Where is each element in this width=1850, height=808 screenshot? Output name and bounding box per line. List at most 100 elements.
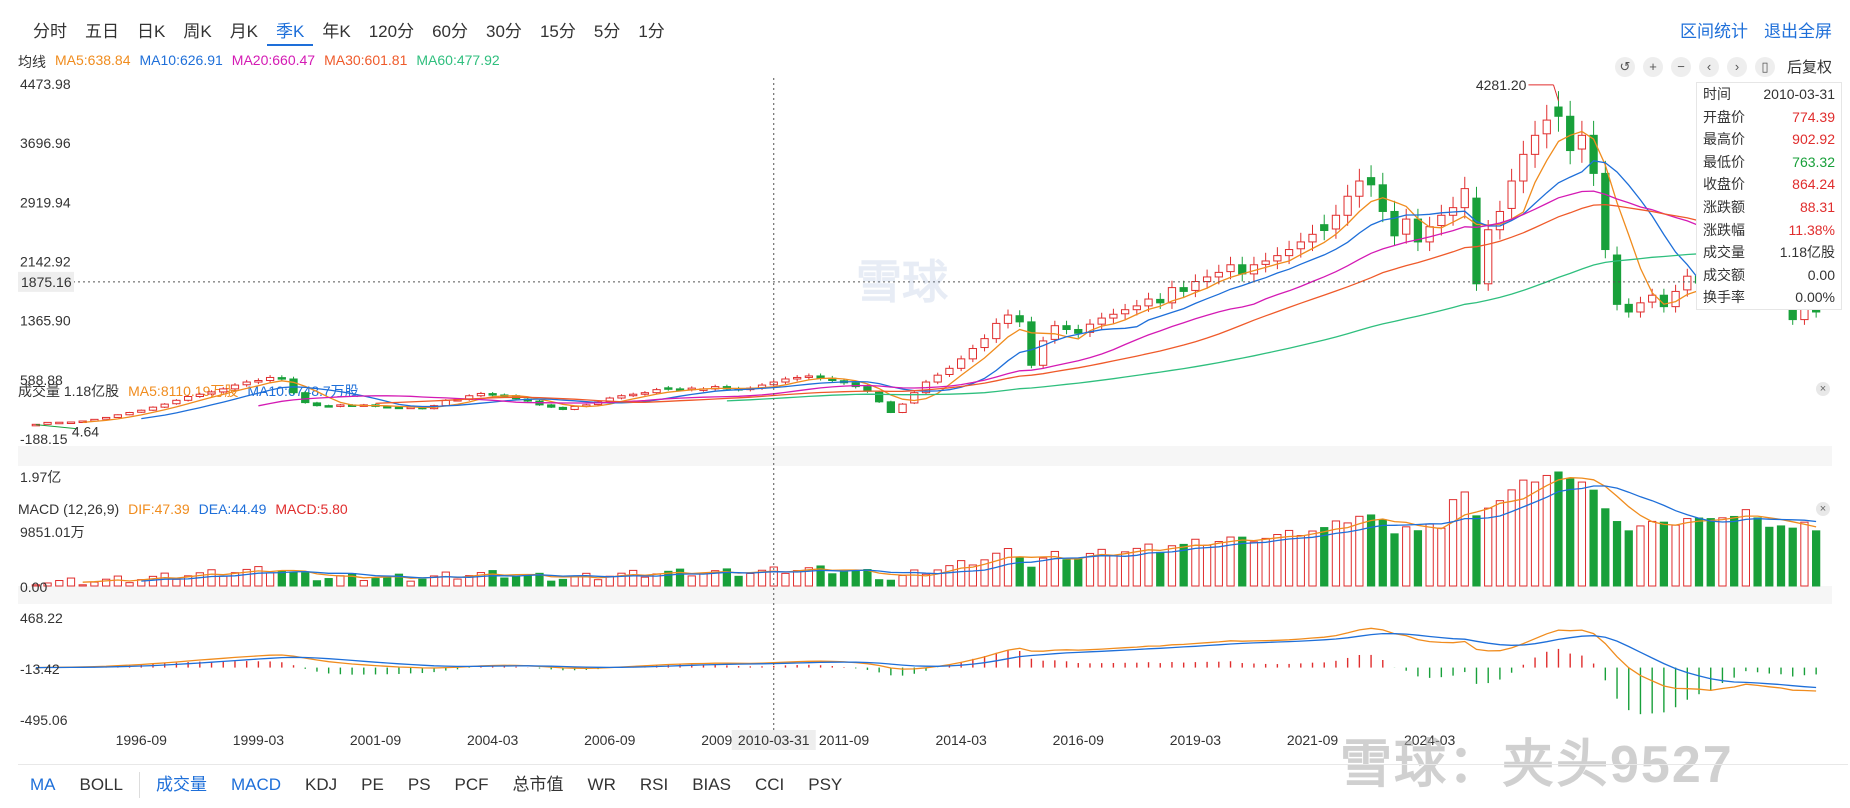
volume-ma10-line [141, 485, 1817, 582]
volume-bar [1238, 536, 1247, 587]
volume-bar [910, 569, 919, 587]
period-tab-6[interactable]: 年K [322, 22, 351, 41]
indicator-tab-9[interactable]: WR [587, 775, 616, 794]
period-tab-4[interactable]: 月K [229, 22, 259, 41]
volume-bar [324, 578, 333, 587]
candle-body [113, 414, 122, 418]
volume-bar [113, 575, 122, 587]
period-tab-2[interactable]: 日K [137, 22, 166, 41]
volume-bar [371, 578, 380, 587]
candle-body [957, 358, 966, 369]
period-tab-7[interactable]: 120分 [368, 22, 415, 41]
period-tab-3[interactable]: 周K [183, 22, 212, 41]
adjust-mode[interactable]: 后复权 [1786, 59, 1832, 76]
period-tab-9[interactable]: 30分 [486, 22, 522, 41]
volume-bar [1202, 544, 1212, 587]
indicator-tab-3[interactable]: MACD [230, 775, 282, 794]
candle-body [1472, 197, 1481, 285]
candle-body [1226, 264, 1235, 273]
candle-body [1273, 255, 1282, 262]
period-tab-10[interactable]: 15分 [539, 22, 576, 41]
candle-body [1144, 298, 1153, 307]
volume-bar [746, 573, 755, 587]
candle-body [1109, 313, 1118, 319]
volume-bar [1179, 543, 1188, 587]
period-tab-8[interactable]: 60分 [432, 22, 469, 41]
candle-body [336, 404, 345, 407]
volume-bar [1519, 479, 1528, 587]
x-tick-label: 2024-03 [1404, 732, 1456, 748]
volume-bar [500, 577, 509, 587]
volume-bar [172, 578, 181, 587]
candle-body [1554, 106, 1563, 117]
volume-bar [734, 575, 743, 587]
volume-bar [301, 572, 310, 587]
price-tick-label: -188.15 [20, 431, 68, 447]
candle-body [1402, 218, 1411, 235]
close-macd-icon[interactable]: × [1816, 502, 1830, 516]
scroll-left-icon[interactable]: ‹ [1698, 56, 1719, 77]
info-key: 成交量 [1703, 244, 1745, 261]
indicator-tab-8[interactable]: 总市值 [512, 775, 564, 794]
indicator-tab-5[interactable]: PE [361, 775, 384, 794]
zoom-in-icon[interactable]: + [1642, 56, 1663, 77]
volume-bar [711, 570, 720, 587]
kline-chart[interactable]: 4473.98 3696.96 2919.94 2142.92 1365.90 588.8… [0, 0, 1850, 764]
volume-bar [1671, 524, 1680, 587]
candle-body [219, 388, 228, 393]
volume-bar [1437, 527, 1446, 587]
volume-bar [1648, 520, 1657, 587]
volume-bar [1706, 518, 1715, 587]
zoom-out-icon[interactable]: − [1670, 56, 1691, 77]
volume-bar [945, 565, 954, 587]
period-tab-12[interactable]: 1分 [638, 22, 665, 41]
candle-body [207, 391, 216, 395]
info-key: 涨跌额 [1703, 198, 1745, 215]
volume-bar [1062, 559, 1071, 587]
indicator-tab-12[interactable]: CCI [754, 775, 785, 794]
panel-header-bg [18, 586, 1832, 604]
indicator-tab-1[interactable]: BOLL [79, 775, 123, 794]
indicator-tab-7[interactable]: PCF [454, 775, 489, 794]
indicator-tab-10[interactable]: RSI [639, 775, 669, 794]
volume-bar [523, 574, 532, 587]
indicator-tab-6[interactable]: PS [407, 775, 431, 794]
indicator-tab-4[interactable]: KDJ [305, 775, 338, 794]
volume-bar [1038, 557, 1048, 587]
volume-bar [875, 579, 884, 587]
indicator-tab-0[interactable]: MA [30, 775, 56, 794]
candle-body [804, 375, 814, 378]
top-link-0[interactable]: 区间统计 [1680, 22, 1748, 41]
candle-body [558, 406, 568, 410]
info-row: 最低价 763.32 [1697, 151, 1841, 174]
indicator-tab-11[interactable]: BIAS [692, 775, 731, 794]
candle-body [1132, 305, 1141, 311]
volume-bar [640, 576, 650, 587]
volume-bar [828, 573, 837, 587]
volume-bar [265, 572, 275, 587]
crosshair-value-label: 1875.16 [21, 274, 72, 290]
candle-body [1542, 119, 1551, 135]
volume-bar [1390, 533, 1399, 587]
indicator-bar: MA BOLL 成交量 MACD KDJ PE PS PCF 总市值 WR RSI BIAS CCI PS… [18, 764, 1848, 801]
scroll-right-icon[interactable]: › [1726, 56, 1747, 77]
close-volume-icon[interactable]: × [1816, 382, 1830, 396]
candle-body [476, 392, 486, 397]
info-value: 902.92 [1792, 131, 1835, 148]
candle-body [1612, 254, 1622, 305]
top-link-1[interactable]: 退出全屏 [1764, 22, 1832, 41]
period-tab-5[interactable]: 季K [267, 20, 314, 46]
period-tab-1[interactable]: 五日 [85, 22, 119, 41]
period-tab-11[interactable]: 5分 [593, 22, 621, 41]
candle-body [1003, 314, 1013, 324]
ma10-line [141, 160, 1817, 420]
x-tick-label: 2016-09 [1053, 732, 1105, 748]
reset-icon[interactable]: ↺ [1614, 56, 1635, 77]
candle-body [1683, 275, 1692, 291]
period-tab-0[interactable]: 分时 [33, 22, 67, 41]
indicator-tab-2[interactable]: 成交量 [155, 775, 207, 794]
volume-bar [1343, 522, 1352, 587]
indicator-tab-13[interactable]: PSY [808, 775, 843, 794]
candle-style-icon[interactable]: ▯ [1754, 56, 1775, 77]
candle-body [66, 421, 76, 425]
